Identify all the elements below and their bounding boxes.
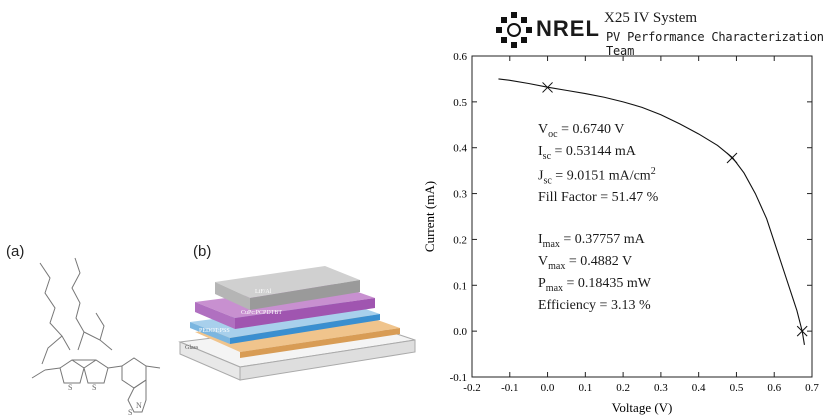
curve-marker <box>796 325 808 337</box>
y-tick-label: 0.5 <box>453 97 467 109</box>
x-tick-label: 0.2 <box>616 382 630 394</box>
param-line: Fill Factor = 51.47 % <box>538 190 659 205</box>
x-tick-label: 0.4 <box>692 382 706 394</box>
param-line: Vmax = 0.4882 V <box>538 254 633 272</box>
param-line: Pmax = 0.18435 mW <box>538 276 652 294</box>
x-axis-label: Voltage (V) <box>612 400 673 415</box>
y-tick-label: 0.2 <box>453 234 467 246</box>
layer-label-pedot: PEDOT:PSS <box>199 328 230 334</box>
curve-marker <box>726 152 738 164</box>
y-tick-label: 0.3 <box>453 189 467 201</box>
nrel-logo-text: NREL <box>536 16 600 41</box>
layer-label-lif: LiF/Al <box>255 289 272 295</box>
x-tick-label: 0.0 <box>541 382 555 394</box>
x-tick-label: 0.7 <box>805 382 819 394</box>
nrel-logo-icon <box>496 12 532 48</box>
team-subtitle: PV Performance Characterization Team <box>606 30 824 58</box>
x-tick-label: 0.3 <box>654 382 668 394</box>
param-line: Isc = 0.53144 mA <box>538 144 636 162</box>
svg-text:S: S <box>92 383 96 392</box>
svg-text:N: N <box>136 401 142 410</box>
y-tick-label: 0.0 <box>453 326 467 338</box>
layer-label-glass: Glass <box>185 345 199 351</box>
x-tick-label: 0.6 <box>767 382 781 394</box>
iv-curve-line <box>498 78 805 345</box>
y-tick-label: 0.4 <box>453 143 467 155</box>
x-tick-label: 0.5 <box>730 382 744 394</box>
param-line: Jsc = 9.0151 mA/cm2 <box>538 166 656 187</box>
curve-marker <box>542 82 553 93</box>
x-tick-label: -0.2 <box>463 382 480 394</box>
svg-text:S: S <box>68 383 72 392</box>
x-tick-label: 0.1 <box>578 382 592 394</box>
y-tick-label: -0.1 <box>450 372 467 384</box>
iv-chart-panel: NREL X25 IV System PV Performance Charac… <box>410 0 824 417</box>
device-stack-diagram: LiF/Al CuPc:PCPDTBT PEDOT:PSS Glass <box>178 266 416 381</box>
y-axis-label: Current (mA) <box>422 181 437 252</box>
iv-curve-chart: -0.2 -0.1 0.0 0.1 0.2 0.3 0.4 0.5 0.6 0.7-0.10.00… <box>422 51 819 415</box>
molecule-structure: S S N S <box>31 257 161 417</box>
system-title: X25 IV System <box>604 10 698 26</box>
param-line: Efficiency = 3.13 % <box>538 298 651 313</box>
panel-label-b: (b) <box>193 243 212 260</box>
layer-label-active: CuPc:PCPDTBT <box>241 310 282 316</box>
plot-frame <box>471 55 813 378</box>
y-tick-label: 0.1 <box>453 280 467 292</box>
x-tick-label: -0.1 <box>501 382 518 394</box>
param-line: Imax = 0.37757 mA <box>538 232 645 250</box>
panel-label-a: (a) <box>6 243 25 260</box>
y-tick-label: 0.6 <box>453 51 467 63</box>
param-line: Voc = 0.6740 V <box>538 122 625 140</box>
svg-text:S: S <box>128 408 132 417</box>
